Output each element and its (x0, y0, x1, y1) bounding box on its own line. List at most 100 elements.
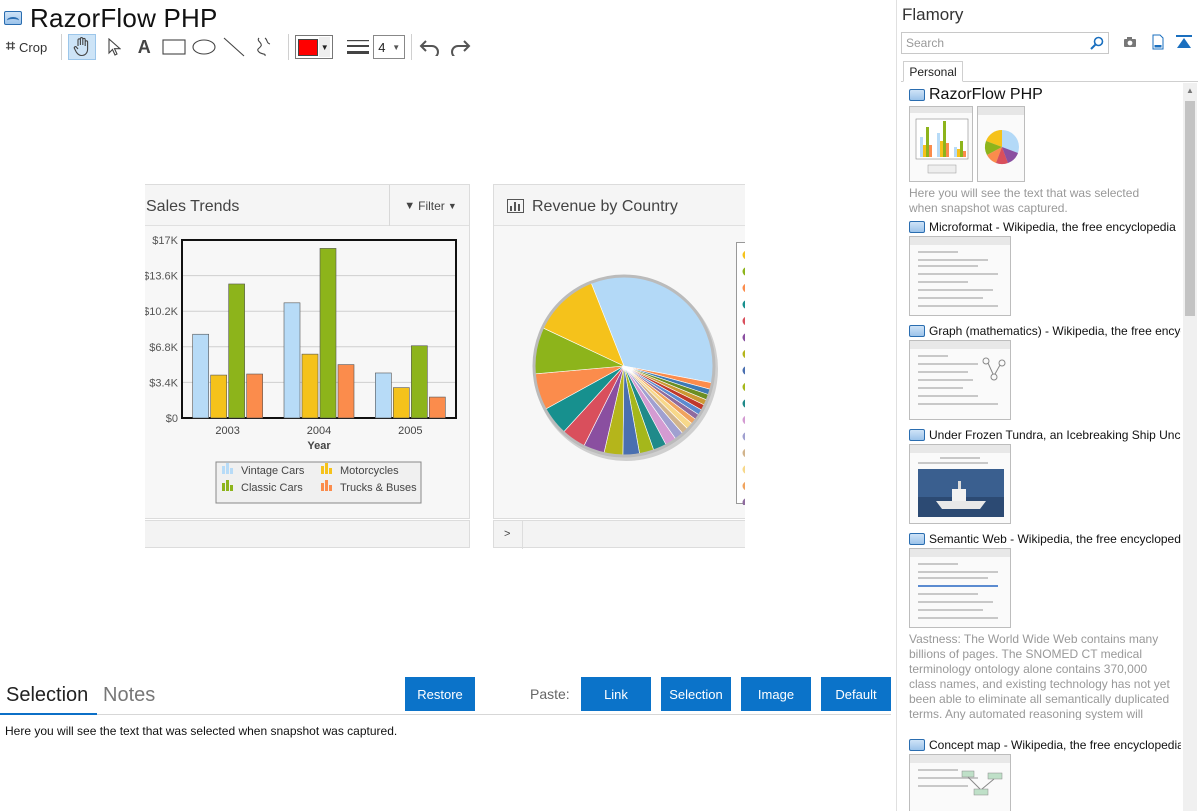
legend-dot (742, 382, 745, 392)
legend-dot (742, 415, 745, 425)
sidebar-title: Flamory (902, 5, 964, 24)
hand-icon (73, 37, 89, 57)
snapshot-thumbnail (909, 236, 1011, 316)
color-picker[interactable]: ▼ (295, 35, 334, 59)
legend-swatch (321, 466, 324, 474)
page-icon (909, 739, 925, 751)
scroll-up-icon[interactable]: ▲ (1186, 85, 1194, 95)
bar (393, 387, 410, 419)
list-item[interactable]: RazorFlow PHP (909, 86, 1181, 216)
camera-icon[interactable] (1121, 33, 1139, 51)
line-width-select[interactable]: 4 ▼ (373, 35, 406, 59)
page-icon (909, 89, 925, 101)
collapse-icon[interactable] (1175, 33, 1193, 51)
y-tick-label: $6.8K (149, 342, 178, 354)
item-title: Microformat - Wikipedia, the free encycl… (929, 220, 1176, 234)
hand-tool-button[interactable] (68, 34, 97, 60)
plot-frame (181, 239, 457, 419)
tab-notes[interactable]: Notes (103, 684, 156, 706)
filter-button[interactable]: ▼ Filter ▼ (389, 185, 471, 226)
paste-default-button[interactable]: Default (821, 677, 891, 711)
y-tick-label: $10.2K (145, 306, 179, 318)
restore-button[interactable]: Restore (405, 677, 475, 711)
paste-selection-button[interactable]: Selection (661, 677, 731, 711)
freehand-tool-button[interactable] (252, 34, 276, 60)
search-field[interactable]: Search (901, 32, 1109, 54)
divider (522, 521, 523, 549)
y-tick-label: $0 (166, 413, 178, 425)
legend-dot (742, 432, 745, 441)
item-description: Vastness: The World Wide Web contains ma… (909, 632, 1170, 720)
toolbar-divider (411, 34, 413, 60)
scrollbar-thumb[interactable] (1185, 101, 1195, 316)
line-tool-button[interactable] (222, 34, 246, 60)
bar-legend: Vintage Cars Motorcycles Classic Cars Truck… (215, 461, 422, 504)
crop-icon: ⌗ (6, 38, 16, 55)
item-title: RazorFlow PHP (929, 86, 1043, 103)
panel-header: Revenue by Country (494, 185, 745, 226)
legend-label: Vintage Cars (241, 465, 305, 477)
search-placeholder: Search (906, 36, 945, 50)
document-icon[interactable] (1149, 33, 1167, 51)
crop-label: Crop (19, 39, 48, 55)
item-header: Graph (mathematics) - Wikipedia, the fre… (909, 324, 1181, 338)
panel-footer (145, 520, 470, 548)
snapshot-thumbnail (909, 444, 1011, 524)
select-tool-button[interactable] (102, 34, 126, 60)
bar-chart-icon (507, 199, 524, 213)
redo-button[interactable] (448, 34, 472, 60)
legend-dot (742, 498, 745, 507)
editor-area: RazorFlow PHP ⌗ Crop A (0, 2, 891, 738)
item-header: Semantic Web - Wikipedia, the free encyc… (909, 532, 1181, 546)
legend-swatch (321, 483, 324, 491)
snapshot-thumbnail (909, 106, 973, 182)
flamory-sidebar: Flamory Search Personal RazorFlow PHP (896, 0, 1198, 811)
item-title: Semantic Web - Wikipedia, the free encyc… (929, 532, 1181, 546)
sidebar-tabs: Personal (901, 61, 1198, 82)
pie-rim (532, 274, 716, 458)
bar (429, 396, 446, 419)
expand-arrow[interactable]: > (504, 528, 511, 540)
crop-button[interactable]: ⌗ Crop (4, 34, 49, 60)
x-axis-label: Year (307, 440, 331, 452)
line-width-icon (347, 34, 370, 60)
tab-personal[interactable]: Personal (903, 61, 963, 82)
snapshot-canvas[interactable]: Sales Trends ▼ Filter ▼ $0 $3.4K $6.8K $10.… (145, 184, 745, 549)
page-icon (909, 533, 925, 545)
legend-swatch (222, 466, 225, 474)
list-item[interactable]: Under Frozen Tundra, an Icebreaking Ship… (909, 428, 1181, 524)
bar (337, 364, 355, 419)
list-item[interactable]: Graph (mathematics) - Wikipedia, the fre… (909, 324, 1181, 420)
legend-dot (742, 399, 745, 408)
legend-dot (742, 366, 745, 375)
document-title: RazorFlow PHP (30, 2, 218, 33)
paste-image-button[interactable]: Image (741, 677, 811, 711)
panel-footer: > (493, 520, 745, 549)
search-icon[interactable] (1090, 36, 1104, 50)
list-item[interactable]: Microformat - Wikipedia, the free encycl… (909, 220, 1181, 316)
legend-dot (742, 300, 745, 309)
legend-swatch (226, 480, 229, 491)
legend-swatch (329, 485, 332, 491)
ellipse-icon (192, 39, 216, 55)
freehand-icon (257, 37, 271, 57)
legend-swatch (325, 463, 328, 474)
legend-swatch (329, 468, 332, 474)
sidebar-scrollbar[interactable]: ▲ (1183, 83, 1197, 811)
list-item[interactable]: Concept map - Wikipedia, the free encycl… (909, 738, 1181, 811)
selection-text[interactable]: Here you will see the text that was sele… (5, 724, 398, 738)
undo-button[interactable] (418, 34, 442, 60)
rectangle-tool-button[interactable] (162, 34, 186, 60)
legend-swatch (222, 483, 225, 491)
toolbar-divider (288, 34, 290, 60)
chevron-down-icon: ▼ (447, 200, 457, 211)
legend-dot (742, 316, 745, 326)
paste-link-button[interactable]: Link (581, 677, 651, 711)
tab-selection[interactable]: Selection (6, 684, 89, 706)
text-tool-button[interactable]: A (132, 34, 156, 60)
list-item[interactable]: Semantic Web - Wikipedia, the free encyc… (909, 532, 1181, 720)
ellipse-tool-button[interactable] (192, 34, 216, 60)
bar (301, 353, 319, 419)
page-icon (909, 325, 925, 337)
legend-dot (742, 448, 745, 458)
